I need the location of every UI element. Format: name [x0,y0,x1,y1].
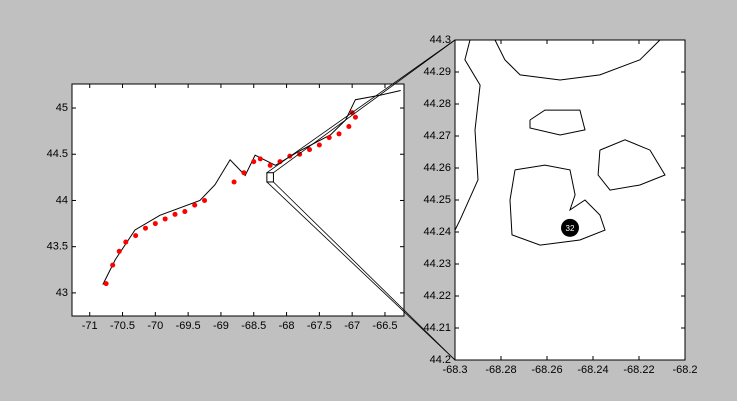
y-tick-label: 44.5 [47,148,68,160]
zoom-connector [273,39,456,174]
observation-point [326,135,332,141]
x-tick-label: -68.24 [577,364,608,376]
x-tick-label: -69 [213,320,229,332]
observation-point [172,211,178,217]
zoom-connector [273,181,456,361]
observation-point [316,142,322,148]
x-tick-label: -68.3 [442,364,467,376]
observation-point [142,225,148,231]
y-tick-label: 44.29 [423,66,451,78]
observation-point [231,179,237,185]
observation-point [152,221,158,227]
observation-point [192,202,198,208]
observation-point [352,114,358,120]
x-tick-label: -67 [344,320,360,332]
y-tick-label: 44.2 [430,354,451,366]
observation-point [133,233,139,239]
observation-point [123,239,129,245]
coastline [102,90,401,285]
y-tick-label: 44 [56,194,68,206]
x-tick-label: -68.22 [623,364,654,376]
x-tick-label: -68.5 [241,320,266,332]
observation-point [251,159,257,165]
observation-point [267,162,273,168]
y-tick-label: 44.26 [423,162,451,174]
zoom-box [266,172,274,183]
y-tick-label: 44.28 [423,98,451,110]
x-tick-label: -68.2 [672,364,697,376]
axes-background [71,83,405,317]
x-tick-label: -70.5 [110,320,135,332]
observation-point [336,131,342,137]
station-marker [561,218,579,237]
axes-background [454,39,686,361]
y-tick-label: 44.24 [423,226,451,238]
y-tick-label: 43.5 [47,241,68,253]
observation-point [307,147,313,153]
observation-point [116,248,122,254]
station-label: 32 [566,224,575,233]
x-tick-label: -71 [82,320,98,332]
observation-point [110,262,116,268]
x-tick-label: -66.5 [372,320,397,332]
x-tick-label: -67.5 [307,320,332,332]
x-tick-label: -68.28 [485,364,516,376]
observation-point [162,216,168,222]
y-tick-label: 45 [56,102,68,114]
observation-point [103,281,109,287]
y-tick-label: 44.23 [423,258,451,270]
observation-point [202,197,208,203]
y-tick-label: 43 [56,287,68,299]
zoom-connector [266,39,456,174]
coastline [454,39,666,246]
observation-point [346,124,352,130]
x-tick-label: -69.5 [176,320,201,332]
x-tick-label: -68.26 [531,364,562,376]
zoom-connector [266,181,456,361]
x-tick-label: -70 [147,320,163,332]
y-tick-label: 44.3 [430,34,451,46]
y-tick-label: 44.25 [423,194,451,206]
x-tick-label: -68 [279,320,295,332]
observation-point [257,156,263,162]
y-tick-label: 44.27 [423,130,451,142]
y-tick-label: 44.22 [423,290,451,302]
y-tick-label: 44.21 [423,322,451,334]
observation-point [182,209,188,215]
observation-point [241,170,247,176]
